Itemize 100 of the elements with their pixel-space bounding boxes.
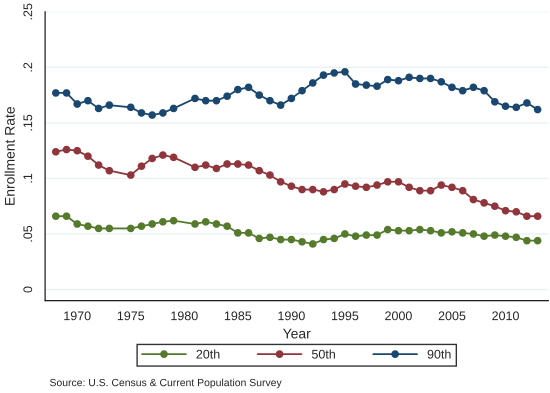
point <box>202 161 210 169</box>
point <box>106 101 114 109</box>
point <box>320 236 328 244</box>
point <box>308 79 317 87</box>
point <box>341 230 349 238</box>
x-tick-label: 1995 <box>332 311 358 320</box>
point <box>405 74 413 82</box>
point <box>234 86 242 94</box>
point <box>470 84 478 92</box>
point <box>394 178 402 186</box>
point <box>405 184 413 192</box>
point <box>416 226 424 234</box>
point <box>138 162 146 170</box>
point <box>394 76 402 84</box>
point <box>170 104 178 112</box>
x-tick-label: 2010 <box>492 311 519 320</box>
x-tick-label: 1975 <box>118 311 144 320</box>
point <box>490 202 499 210</box>
point <box>223 222 231 230</box>
point <box>330 186 338 194</box>
point <box>138 109 146 117</box>
point <box>159 109 167 117</box>
x-tick-label: 2000 <box>385 311 412 320</box>
point <box>341 180 349 188</box>
point <box>266 171 274 179</box>
point <box>202 96 210 104</box>
point <box>426 186 434 194</box>
point <box>448 84 456 92</box>
point <box>458 186 467 194</box>
point <box>352 182 360 190</box>
point <box>448 228 456 236</box>
point <box>94 104 102 112</box>
point <box>126 104 135 112</box>
source-note: Source: U.S. Census & Current Population Survey <box>50 378 282 388</box>
point <box>308 240 317 248</box>
point <box>94 224 102 232</box>
point <box>512 234 520 242</box>
point <box>234 160 242 168</box>
point <box>512 208 520 216</box>
point <box>191 94 199 102</box>
point <box>126 171 135 179</box>
point <box>502 206 510 214</box>
point <box>470 230 478 238</box>
point <box>480 199 488 207</box>
point <box>73 100 82 108</box>
point <box>106 224 114 232</box>
point <box>320 188 328 196</box>
y-axis-title: Enrollment Rate <box>4 107 15 205</box>
point <box>276 178 284 186</box>
point <box>298 186 306 194</box>
point <box>212 220 220 228</box>
point <box>384 178 392 186</box>
point <box>416 186 424 194</box>
point <box>84 96 92 104</box>
point <box>523 236 531 244</box>
point <box>308 186 317 194</box>
point <box>244 84 252 92</box>
point <box>502 232 510 240</box>
point <box>394 226 402 234</box>
point <box>148 220 156 228</box>
y-tick-label: 0 <box>23 286 32 293</box>
point <box>298 238 306 246</box>
point <box>490 231 499 239</box>
point <box>330 69 338 77</box>
point <box>373 181 381 189</box>
point <box>52 89 60 97</box>
y-tick-label: .1 <box>23 174 32 183</box>
point <box>352 232 360 240</box>
legend-label: 20th <box>196 349 220 359</box>
point <box>288 94 296 102</box>
point <box>159 218 167 226</box>
point <box>212 164 220 172</box>
point <box>73 146 82 154</box>
point <box>384 226 392 234</box>
point <box>437 229 446 237</box>
point <box>266 96 274 104</box>
point <box>288 236 296 244</box>
y-tick-label: .05 <box>23 226 32 242</box>
point <box>62 89 70 97</box>
x-tick-label: 1985 <box>224 311 252 320</box>
point <box>458 229 467 237</box>
point <box>373 231 381 239</box>
point <box>62 212 70 220</box>
point <box>534 212 542 220</box>
point <box>362 184 370 192</box>
point <box>330 234 338 242</box>
point <box>255 91 264 99</box>
point <box>223 92 231 100</box>
point <box>223 160 231 168</box>
point <box>52 212 60 220</box>
x-tick-label: 1970 <box>64 311 91 320</box>
point <box>84 222 92 230</box>
point <box>288 182 296 190</box>
point <box>523 99 531 107</box>
point <box>512 104 520 112</box>
legend-label: 50th <box>312 349 335 359</box>
point <box>320 71 328 79</box>
point <box>534 106 542 114</box>
point <box>448 184 456 192</box>
point <box>244 161 252 169</box>
